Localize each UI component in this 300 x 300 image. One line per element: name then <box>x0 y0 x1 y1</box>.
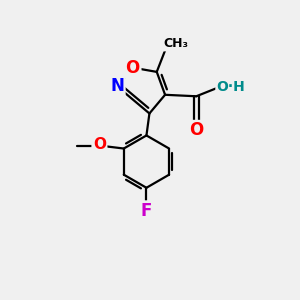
Text: O: O <box>93 136 106 152</box>
Text: CH₃: CH₃ <box>163 37 188 50</box>
Text: N: N <box>110 77 124 95</box>
Text: F: F <box>141 202 152 220</box>
Text: O: O <box>189 122 203 140</box>
Text: O: O <box>126 59 140 77</box>
Text: O·H: O·H <box>217 80 245 94</box>
